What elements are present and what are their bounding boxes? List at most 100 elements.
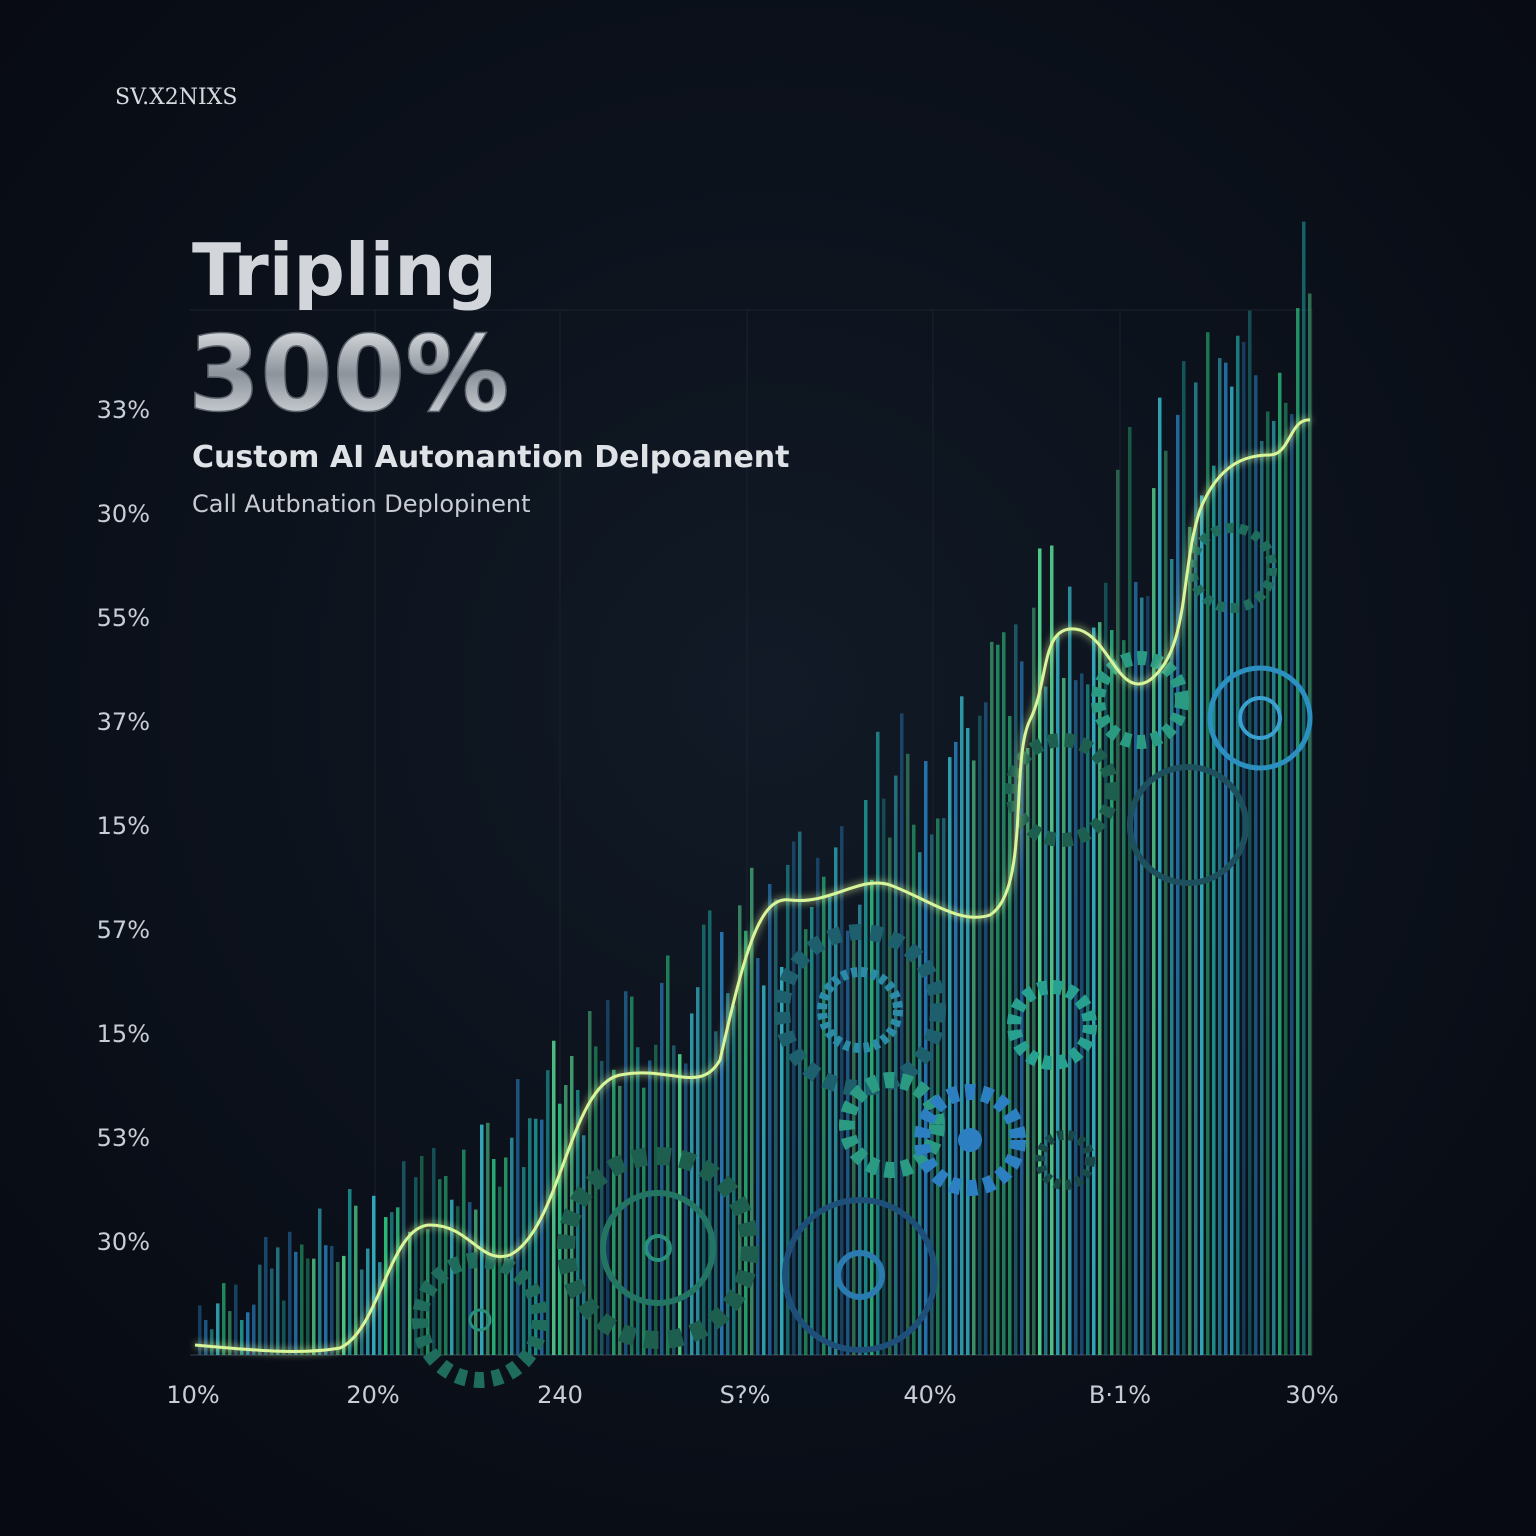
deco-bar (1062, 677, 1066, 1355)
deco-bar (414, 1177, 418, 1355)
deco-bar (402, 1161, 406, 1355)
deco-bar (234, 1284, 238, 1355)
brand: SV.X2NIXS (115, 85, 237, 110)
deco-bar (408, 1231, 412, 1355)
deco-bar (774, 899, 778, 1355)
deco-bar (240, 1320, 244, 1355)
deco-bar (420, 1155, 424, 1355)
deco-bar (480, 1124, 484, 1355)
deco-bar (714, 1031, 718, 1355)
deco-bar (288, 1231, 292, 1355)
deco-bar (1056, 636, 1060, 1355)
caption: Call Autbnation Deplopinent (192, 490, 531, 518)
deco-bar (780, 966, 784, 1355)
y-label: 30% (97, 1228, 150, 1256)
deco-bar (1074, 680, 1078, 1355)
deco-bar (1302, 221, 1306, 1355)
deco-bar (1224, 362, 1228, 1355)
deco-bar (654, 1044, 658, 1355)
deco-bar (840, 826, 844, 1355)
deco-bar (1068, 586, 1072, 1355)
deco-bar (960, 696, 964, 1355)
deco-bar (1104, 582, 1108, 1355)
deco-bar (198, 1305, 202, 1355)
deco-bar (294, 1251, 298, 1355)
deco-bar (444, 1175, 448, 1355)
deco-bar (636, 1047, 640, 1355)
deco-bar (366, 1248, 370, 1355)
title: Tripling (192, 228, 497, 312)
deco-bar (318, 1208, 322, 1355)
deco-bar (750, 867, 754, 1355)
x-label: 30% (1285, 1381, 1338, 1409)
deco-bar (918, 852, 922, 1355)
deco-bar (732, 1005, 736, 1355)
deco-bar (1098, 622, 1102, 1355)
deco-bar (222, 1283, 226, 1355)
deco-bar (1248, 310, 1252, 1355)
deco-bar (624, 991, 628, 1355)
subtitle: Custom AI Autonantion Delpoanent (192, 440, 790, 475)
deco-bar (702, 924, 706, 1355)
deco-bar (1140, 597, 1144, 1355)
deco-bar (342, 1255, 346, 1355)
deco-bar (1110, 630, 1114, 1355)
deco-bar (870, 879, 874, 1355)
deco-bar (582, 1135, 586, 1355)
deco-bar (936, 818, 940, 1355)
deco-bar (546, 1070, 550, 1355)
trend-line (194, 418, 1311, 1353)
deco-bar (1092, 627, 1096, 1355)
y-label: 57% (97, 916, 150, 944)
deco-bar (258, 1264, 262, 1355)
deco-bar (1182, 361, 1186, 1356)
deco-bar (282, 1300, 286, 1355)
deco-bar (1284, 402, 1288, 1355)
deco-bar (966, 727, 970, 1355)
deco-bar (888, 837, 892, 1355)
x-labels: 10% 20% 240 S?% 40% B·1% 30% (166, 1381, 1338, 1409)
deco-bar (630, 996, 634, 1355)
deco-bar (432, 1147, 436, 1355)
deco-bar (762, 985, 766, 1355)
y-label: 37% (97, 708, 150, 736)
deco-bar (276, 1247, 280, 1355)
deco-bar (912, 824, 916, 1355)
deco-bar (1032, 607, 1036, 1355)
x-label: B·1% (1089, 1381, 1151, 1409)
deco-bar (216, 1303, 220, 1355)
deco-bar (1002, 632, 1006, 1355)
deco-bar (300, 1244, 304, 1355)
deco-bar (810, 906, 814, 1355)
deco-bar (978, 715, 982, 1355)
deco-bar (1260, 441, 1264, 1356)
y-label: 53% (97, 1124, 150, 1152)
deco-bar (1116, 469, 1120, 1355)
deco-bar (1134, 582, 1138, 1355)
deco-bar (1278, 372, 1282, 1355)
deco-bar (756, 958, 760, 1355)
headline: 300% (188, 313, 509, 435)
deco-bar (498, 1186, 502, 1355)
deco-bar (768, 884, 772, 1355)
deco-bar (252, 1304, 256, 1355)
deco-bar (1044, 686, 1048, 1355)
deco-bar (540, 1119, 544, 1355)
deco-bar (1230, 386, 1234, 1355)
deco-bar (384, 1217, 388, 1355)
deco-bar (306, 1258, 310, 1355)
deco-bar (594, 1046, 598, 1355)
y-label: 15% (97, 812, 150, 840)
deco-bar (786, 864, 790, 1355)
y-labels: 33% 30% 55% 37% 15% 57% 15% 53% 30% (97, 396, 150, 1256)
y-label: 55% (97, 604, 150, 632)
deco-bar (726, 993, 730, 1355)
deco-bar (354, 1205, 358, 1355)
deco-bar (954, 741, 958, 1355)
deco-bar (1272, 420, 1276, 1356)
deco-bar (372, 1195, 376, 1355)
deco-bar (798, 831, 802, 1355)
deco-bar (558, 1103, 562, 1355)
deco-bar (450, 1199, 454, 1355)
deco-bar (972, 760, 976, 1355)
